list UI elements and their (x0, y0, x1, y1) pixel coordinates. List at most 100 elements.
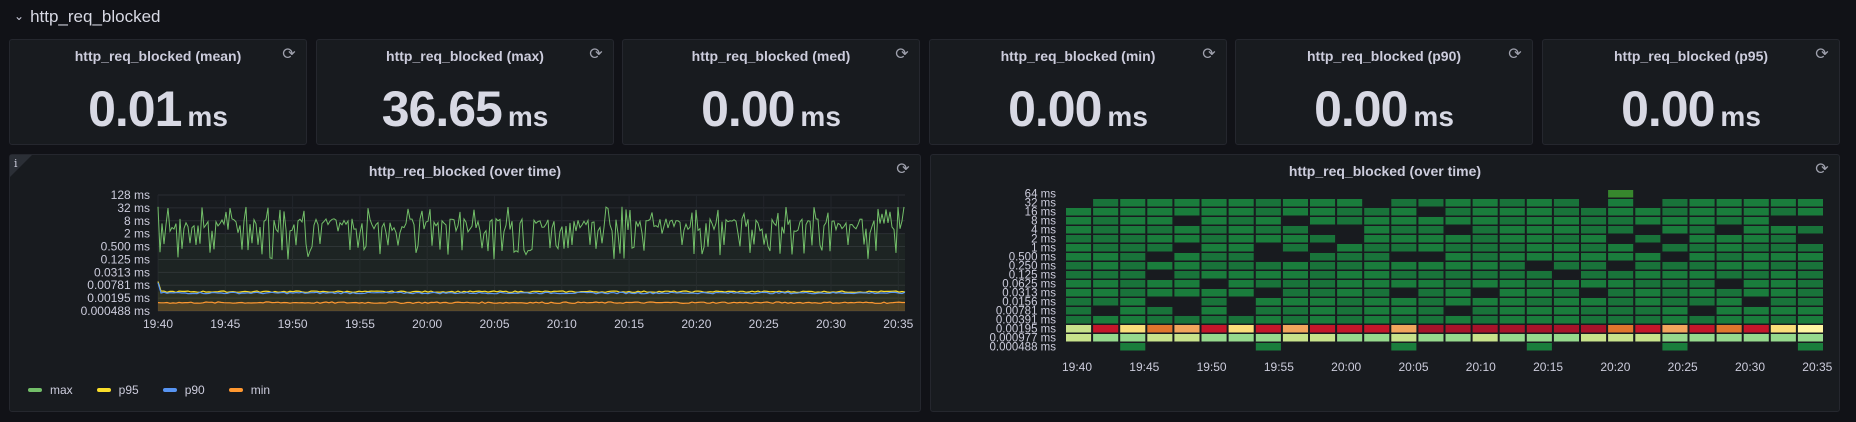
stat-value: 36.65 ms (381, 81, 549, 137)
heatmap-cell (1337, 262, 1363, 270)
heatmap-cell (1391, 343, 1417, 351)
heatmap-cell (1364, 334, 1390, 342)
x-tick-label: 20:20 (681, 317, 711, 331)
heatmap-cell (1581, 253, 1607, 261)
heatmap-cell (1310, 280, 1336, 288)
stat-panel-p90[interactable]: http_req_blocked (p90) ⟳ 0.00 ms (1235, 39, 1533, 145)
heatmap-cell (1553, 226, 1579, 234)
heatmap-cell (1743, 208, 1769, 216)
heatmap-cell (1499, 325, 1525, 333)
panel-title: http_req_blocked (max) (386, 48, 544, 64)
heatmap-cell (1608, 199, 1634, 207)
refresh-icon[interactable]: ⟳ (1508, 46, 1522, 63)
refresh-icon[interactable]: ⟳ (1815, 161, 1829, 178)
legend-item-p90[interactable]: p90 (162, 383, 205, 397)
heatmap-cell (1391, 280, 1417, 288)
stat-panel-min[interactable]: http_req_blocked (min) ⟳ 0.00 ms (929, 39, 1227, 145)
heatmap-cell (1797, 316, 1823, 324)
heatmap-cell (1635, 289, 1661, 297)
heatmap-cell (1364, 208, 1390, 216)
refresh-icon[interactable]: ⟳ (895, 46, 909, 63)
refresh-icon[interactable]: ⟳ (896, 161, 910, 178)
heatmap-cell (1310, 235, 1336, 243)
heatmap-cell (1282, 262, 1308, 270)
heatmap-cell (1553, 244, 1579, 252)
chevron-down-icon[interactable]: ⌄ (14, 9, 25, 23)
info-icon[interactable]: i (14, 157, 18, 170)
legend-item-max[interactable]: max (28, 383, 73, 397)
legend-item-min[interactable]: min (228, 383, 270, 397)
heatmap-cell (1526, 280, 1552, 288)
heatmap-cell (1120, 262, 1146, 270)
heatmap-cell (1526, 343, 1552, 351)
heatmap-cell (1743, 235, 1769, 243)
heatmap-cell (1662, 298, 1688, 306)
heatmap-cell (1364, 271, 1390, 279)
refresh-icon[interactable]: ⟳ (282, 46, 296, 63)
timeseries-panel[interactable]: i http_req_blocked (over time) ⟳ 128 ms 3… (9, 154, 921, 412)
heatmap-cell (1418, 262, 1444, 270)
heatmap-cell (1689, 244, 1715, 252)
heatmap-cell (1093, 325, 1119, 333)
stat-panel-med[interactable]: http_req_blocked (med) ⟳ 0.00 ms (622, 39, 920, 145)
row-header[interactable]: ⌄ http_req_blocked (14, 4, 161, 30)
heatmap-cell (1147, 244, 1173, 252)
heatmap-cell (1770, 271, 1796, 279)
stat-panel-mean[interactable]: http_req_blocked (mean) ⟳ 0.01 ms (9, 39, 307, 145)
heatmap-cell (1689, 280, 1715, 288)
refresh-icon[interactable]: ⟳ (1202, 46, 1216, 63)
stat-panel-p95[interactable]: http_req_blocked (p95) ⟳ 0.00 ms (1542, 39, 1840, 145)
heatmap-cell (1581, 298, 1607, 306)
heatmap-cell (1445, 316, 1471, 324)
heatmap-cell (1553, 199, 1579, 207)
heatmap-cell (1282, 271, 1308, 279)
heatmap-cell (1797, 289, 1823, 297)
stat-panel-max[interactable]: http_req_blocked (max) ⟳ 36.65 ms (316, 39, 614, 145)
y-bucket-label: 0.125 ms (1009, 270, 1057, 282)
heatmap-cell (1716, 307, 1742, 315)
y-tick-label: 8 ms (124, 214, 150, 228)
heatmap-cell (1608, 217, 1634, 225)
heatmap-cell (1689, 217, 1715, 225)
heatmap-cell (1797, 199, 1823, 207)
heatmap-cell (1418, 325, 1444, 333)
heatmap-cell (1662, 208, 1688, 216)
heatmap-cell (1228, 244, 1254, 252)
heatmap-cell (1716, 235, 1742, 243)
heatmap-cell (1391, 298, 1417, 306)
heatmap-cell (1228, 280, 1254, 288)
heatmap-cell (1445, 271, 1471, 279)
heatmap-panel[interactable]: http_req_blocked (over time) ⟳ 64 ms 32 m… (930, 154, 1840, 412)
heatmap-cell (1526, 217, 1552, 225)
heatmap-cell (1608, 208, 1634, 216)
heatmap-cell (1526, 235, 1552, 243)
y-bucket-label: 2 ms (1031, 234, 1056, 246)
heatmap-cell (1770, 235, 1796, 243)
heatmap-cell (1581, 307, 1607, 315)
legend-item-p95[interactable]: p95 (96, 383, 139, 397)
heatmap-cell (1174, 235, 1200, 243)
heatmap-cell (1310, 334, 1336, 342)
refresh-icon[interactable]: ⟳ (1815, 46, 1829, 63)
y-tick-label: 0.500 ms (101, 240, 150, 254)
heatmap-cell (1689, 262, 1715, 270)
heatmap-cell (1174, 208, 1200, 216)
heatmap-cell (1716, 208, 1742, 216)
heatmap-cell (1093, 334, 1119, 342)
heatmap-cell (1391, 217, 1417, 225)
heatmap-cell (1472, 307, 1498, 315)
heatmap-cell (1743, 199, 1769, 207)
heatmap-cell (1797, 325, 1823, 333)
heatmap-cell (1337, 316, 1363, 324)
heatmap-cell (1255, 280, 1281, 288)
legend-label: p90 (184, 383, 205, 397)
legend-swatch (96, 388, 111, 392)
refresh-icon[interactable]: ⟳ (589, 46, 603, 63)
heatmap-cell (1147, 226, 1173, 234)
heatmap-cell (1310, 316, 1336, 324)
heatmap-cell (1662, 244, 1688, 252)
heatmap-cell (1716, 244, 1742, 252)
heatmap-cell (1066, 280, 1092, 288)
